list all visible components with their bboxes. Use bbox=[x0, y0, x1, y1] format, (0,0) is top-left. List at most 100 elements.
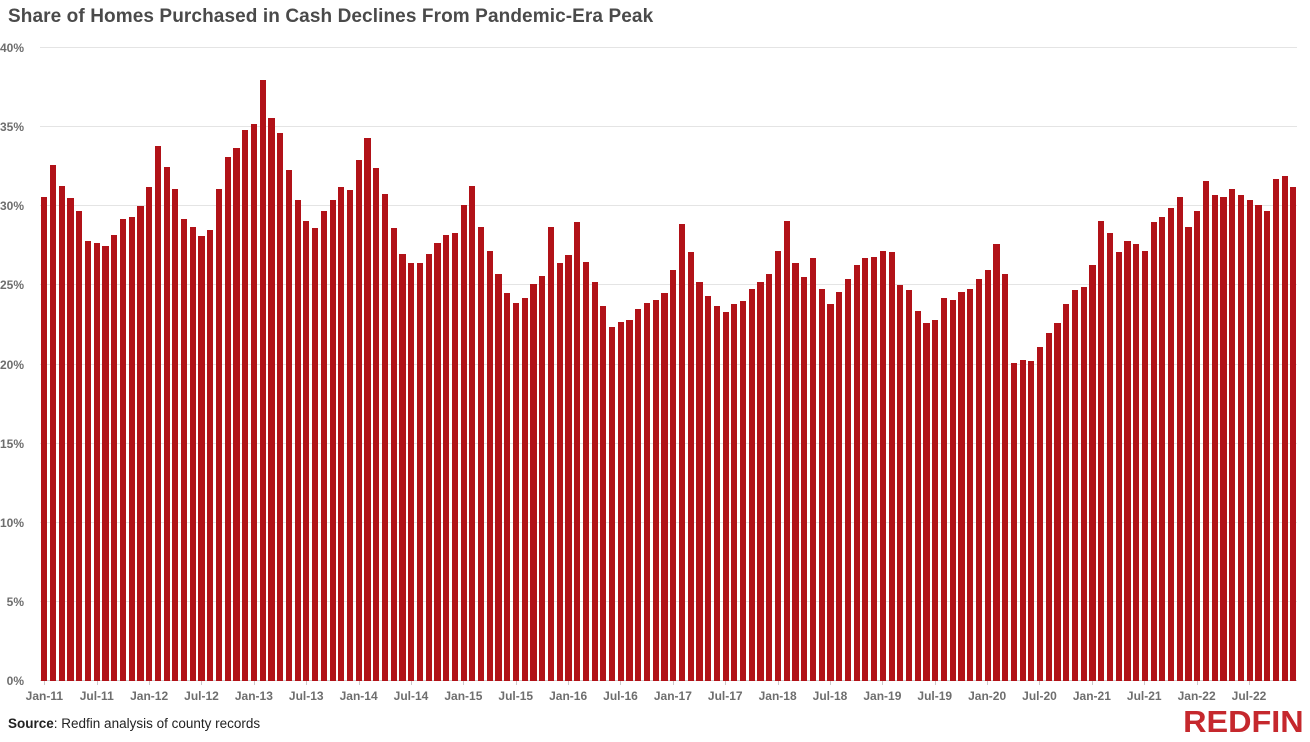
bar-cell-Feb-11 bbox=[49, 48, 58, 681]
bar-cell-Apr-20 bbox=[1010, 48, 1019, 681]
bar-cell-Aug-15 bbox=[520, 48, 529, 681]
bar-Apr-14 bbox=[381, 193, 389, 681]
x-axis-tick-Jul-22 bbox=[1248, 681, 1250, 685]
bar-Feb-19 bbox=[888, 252, 895, 681]
bar-Jan-17 bbox=[670, 269, 677, 681]
bar-cell-Oct-11 bbox=[119, 48, 128, 681]
bar-Dec-14 bbox=[451, 233, 458, 681]
x-axis-tick-Jan-18 bbox=[777, 681, 779, 685]
x-axis-tick-Jul-16 bbox=[620, 681, 622, 685]
bar-Aug-14 bbox=[416, 263, 424, 681]
bar-Mar-20 bbox=[1002, 274, 1009, 681]
bar-Sep-17 bbox=[740, 301, 747, 681]
bar-cell-Jun-14 bbox=[398, 48, 407, 681]
bar-Dec-12 bbox=[242, 130, 249, 681]
bar-Nov-17 bbox=[757, 282, 764, 681]
bar-cell-Nov-17 bbox=[756, 48, 765, 681]
bar-cell-Mar-22 bbox=[1210, 48, 1219, 681]
bar-cell-Nov-16 bbox=[651, 48, 660, 681]
bar-Apr-11 bbox=[67, 198, 74, 681]
bar-cell-Jun-17 bbox=[713, 48, 722, 681]
bar-cell-Sep-19 bbox=[948, 48, 957, 681]
y-axis-label-10pct: 10% bbox=[0, 515, 24, 530]
bar-Sep-19 bbox=[949, 299, 956, 681]
bar-Feb-15 bbox=[469, 185, 476, 681]
x-axis-label-Jan-11: Jan-11 bbox=[25, 689, 64, 703]
bar-Nov-16 bbox=[652, 299, 659, 681]
y-axis-label-5pct: 5% bbox=[6, 594, 24, 609]
bar-cell-Sep-14 bbox=[424, 48, 433, 681]
bar-Nov-22 bbox=[1281, 176, 1288, 681]
bar-Sep-12 bbox=[215, 188, 223, 681]
bar-cell-Mar-14 bbox=[372, 48, 381, 681]
bar-cell-Oct-19 bbox=[957, 48, 966, 681]
bar-cell-Apr-21 bbox=[1114, 48, 1123, 681]
bar-Jul-13 bbox=[303, 220, 310, 681]
bar-Jun-17 bbox=[713, 305, 720, 681]
x-axis-label-Jan-14: Jan-14 bbox=[339, 689, 378, 703]
x-axis-label-Jul-19: Jul-19 bbox=[917, 689, 953, 703]
bar-Oct-19 bbox=[958, 291, 965, 681]
bar-Jul-20 bbox=[1036, 347, 1044, 681]
bar-Sep-20 bbox=[1054, 323, 1061, 681]
bar-cell-Mar-17 bbox=[686, 48, 695, 681]
source-text: : Redfin analysis of county records bbox=[53, 716, 261, 731]
bar-Aug-20 bbox=[1045, 332, 1052, 681]
bar-Aug-11 bbox=[102, 245, 109, 681]
bar-May-20 bbox=[1019, 359, 1026, 681]
source-note: Source: Redfin analysis of county record… bbox=[8, 716, 260, 731]
bar-Nov-18 bbox=[862, 258, 869, 681]
x-axis-label-Jul-22: Jul-22 bbox=[1231, 689, 1267, 703]
bar-cell-Dec-11 bbox=[136, 48, 145, 681]
gridline-25pct bbox=[40, 284, 1297, 286]
bar-Oct-21 bbox=[1168, 207, 1175, 681]
bar-Dec-17 bbox=[766, 274, 773, 681]
y-axis-label-40pct: 40% bbox=[0, 41, 24, 55]
bar-Oct-16 bbox=[643, 302, 651, 681]
bar-Jun-14 bbox=[399, 253, 406, 681]
bar-cell-Feb-16 bbox=[573, 48, 582, 681]
x-axis-label-Jul-21: Jul-21 bbox=[1126, 689, 1162, 703]
bar-cell-Oct-16 bbox=[643, 48, 652, 681]
bar-cell-Sep-20 bbox=[1053, 48, 1062, 681]
bar-cell-Feb-12 bbox=[154, 48, 163, 681]
bar-cell-Aug-22 bbox=[1254, 48, 1263, 681]
x-axis-tick-Jan-20 bbox=[987, 681, 989, 685]
bar-cell-Apr-13 bbox=[276, 48, 285, 681]
x-axis-label-Jan-20: Jan-20 bbox=[968, 689, 1007, 703]
bar-Feb-22 bbox=[1202, 180, 1210, 681]
x-axis-label-Jan-16: Jan-16 bbox=[549, 689, 588, 703]
x-axis-tick-Jan-13 bbox=[253, 681, 255, 685]
bar-cell-May-21 bbox=[1123, 48, 1132, 681]
bar-Apr-15 bbox=[486, 250, 493, 681]
bar-cell-Oct-21 bbox=[1167, 48, 1176, 681]
bar-cell-Jun-20 bbox=[1027, 48, 1036, 681]
bar-cell-Aug-11 bbox=[101, 48, 110, 681]
bar-Feb-21 bbox=[1098, 220, 1105, 681]
bar-Nov-11 bbox=[128, 217, 135, 681]
bar-cell-Oct-18 bbox=[852, 48, 861, 681]
bar-Apr-22 bbox=[1220, 196, 1227, 681]
bar-cell-Oct-13 bbox=[328, 48, 337, 681]
bar-cell-Feb-22 bbox=[1202, 48, 1211, 681]
bar-Mar-17 bbox=[687, 252, 694, 681]
bar-Aug-12 bbox=[207, 230, 214, 681]
bar-Mar-15 bbox=[477, 226, 485, 681]
bar-cell-Mar-16 bbox=[582, 48, 591, 681]
bar-Sep-11 bbox=[111, 234, 118, 681]
bar-cell-Jan-16 bbox=[564, 48, 573, 681]
bar-Jun-13 bbox=[294, 199, 301, 681]
bar-cell-May-15 bbox=[494, 48, 503, 681]
bar-cell-Aug-17 bbox=[730, 48, 739, 681]
gridline-20pct bbox=[40, 363, 1297, 365]
bar-Jul-14 bbox=[408, 263, 415, 681]
bar-cell-Jun-15 bbox=[503, 48, 512, 681]
bar-cell-Nov-19 bbox=[966, 48, 975, 681]
redfin-logo: REDFIN bbox=[1183, 705, 1304, 739]
bar-cell-Dec-16 bbox=[660, 48, 669, 681]
bar-cell-Jul-22 bbox=[1245, 48, 1254, 681]
bar-cell-Feb-19 bbox=[887, 48, 896, 681]
bar-May-22 bbox=[1229, 188, 1236, 681]
bar-cell-Jun-21 bbox=[1132, 48, 1141, 681]
bar-cell-Jul-19 bbox=[931, 48, 940, 681]
